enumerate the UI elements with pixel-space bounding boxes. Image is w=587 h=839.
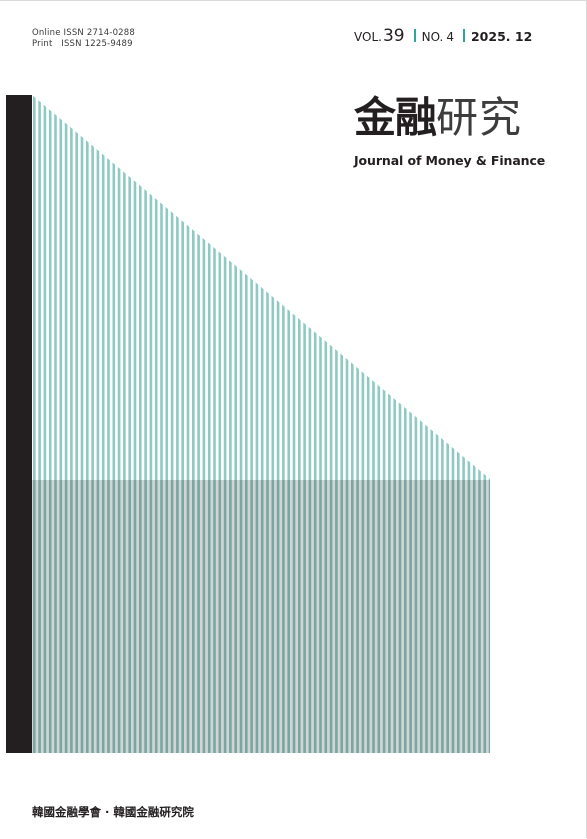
stripe	[409, 95, 412, 753]
stripe	[96, 95, 100, 753]
stripe	[414, 95, 418, 753]
stripe	[292, 95, 296, 753]
stripe	[43, 95, 47, 753]
publisher-line: 韓國金融學會 · 韓國金融硏究院	[32, 805, 194, 819]
stripe	[419, 95, 423, 753]
stripe	[303, 95, 306, 753]
stripe	[139, 95, 142, 753]
stripe	[149, 95, 153, 753]
stripe	[234, 95, 237, 753]
stripe	[276, 95, 280, 753]
stripe	[356, 95, 359, 753]
stripe	[91, 95, 94, 753]
stripe	[255, 95, 259, 753]
stripe	[366, 95, 370, 753]
stripe	[282, 95, 285, 753]
stripe	[351, 95, 354, 753]
number-label: NO.	[421, 30, 444, 44]
stripe	[213, 95, 216, 753]
stripe	[245, 95, 248, 753]
stripe	[133, 95, 137, 753]
stripe	[181, 95, 184, 753]
stripe	[75, 95, 78, 753]
stripe	[345, 95, 349, 753]
stripe	[165, 95, 169, 753]
stripe	[54, 95, 57, 753]
stripe	[266, 95, 269, 753]
issue-number: 4	[446, 30, 454, 44]
stripe	[393, 95, 396, 753]
stripe	[160, 95, 163, 753]
stripe	[123, 95, 126, 753]
issue-date: 2025. 12	[470, 29, 533, 44]
stripe	[207, 95, 211, 753]
stripe	[64, 95, 68, 753]
stripe	[176, 95, 179, 753]
dark-overlay-band	[22, 480, 490, 753]
issue-info: VOL. 39 NO. 4 2025. 12	[354, 26, 532, 48]
stripe	[340, 95, 343, 753]
stripe	[197, 95, 200, 753]
stripe	[361, 95, 365, 753]
black-vertical-bar	[6, 95, 32, 753]
stripe	[192, 95, 195, 753]
volume-number: 39	[382, 26, 405, 46]
stripe	[250, 95, 253, 753]
stripe	[38, 95, 41, 753]
stripe	[372, 95, 375, 753]
stripe	[128, 95, 131, 753]
stripe	[101, 95, 105, 753]
issn-block: Online ISSN 2714-0288 Print ISSN 1225-94…	[32, 28, 135, 50]
stripe	[324, 95, 328, 753]
stripe	[144, 95, 147, 753]
stripe	[271, 95, 275, 753]
stripe	[239, 95, 243, 753]
stripe	[170, 95, 174, 753]
stripe	[329, 95, 333, 753]
stripe	[107, 95, 110, 753]
issue-separator	[413, 29, 416, 42]
stripe	[335, 95, 338, 753]
journal-title-light: 研究	[436, 93, 523, 142]
print-issn: Print ISSN 1225-9489	[32, 39, 133, 49]
stripe	[308, 95, 312, 753]
stripe	[33, 95, 36, 753]
journal-english-title: Journal of Money & Finance	[354, 153, 546, 168]
stripe	[70, 95, 73, 753]
volume-label: VOL.	[354, 30, 382, 44]
issue-separator	[462, 29, 465, 42]
stripe	[229, 95, 232, 753]
stripe	[80, 95, 84, 753]
stripe	[202, 95, 206, 753]
stripe	[186, 95, 190, 753]
stripe	[287, 95, 290, 753]
stripe	[223, 95, 227, 753]
stripe	[319, 95, 322, 753]
stripe	[313, 95, 317, 753]
stripe	[117, 95, 121, 753]
stripe	[388, 95, 391, 753]
stripe	[298, 95, 301, 753]
stripe	[86, 95, 89, 753]
stripe	[112, 95, 116, 753]
stripe	[48, 95, 52, 753]
journal-title-bold: 金融	[354, 93, 437, 142]
online-issn: Online ISSN 2714-0288	[32, 28, 136, 38]
stripe	[377, 95, 381, 753]
stripe	[260, 95, 264, 753]
stripe	[59, 95, 63, 753]
stripe	[404, 95, 407, 753]
stripe	[398, 95, 402, 753]
journal-title: 金融研究	[354, 93, 522, 143]
stripe	[154, 95, 158, 753]
stripe	[218, 95, 222, 753]
stripe	[382, 95, 386, 753]
